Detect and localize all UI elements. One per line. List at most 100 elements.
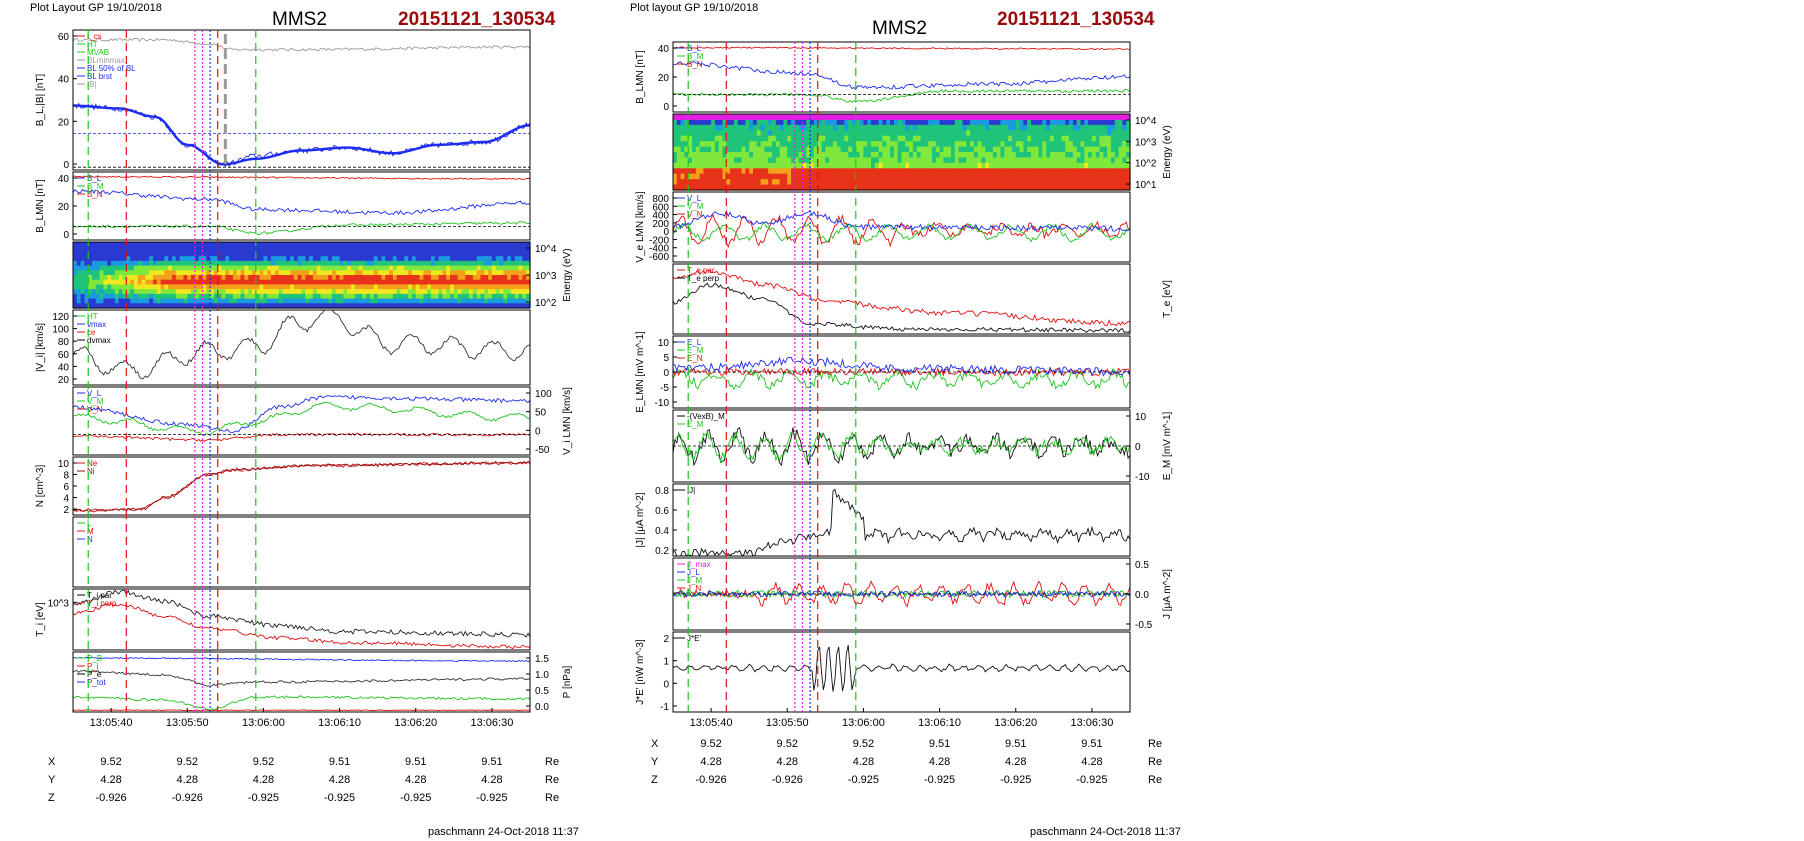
spectrogram-cell: [84, 256, 89, 262]
spectrogram-cell: [99, 246, 105, 253]
spectrogram-cell: [832, 146, 838, 153]
spectrogram-cell: [1004, 168, 1009, 175]
spectrogram-cell: [137, 251, 143, 257]
spectrogram-cell: [217, 242, 223, 248]
spectrogram-cell: [1008, 135, 1013, 142]
spectrogram-cell: [985, 173, 990, 180]
spectrogram-cell: [1088, 141, 1093, 148]
spectrogram-cell: [1118, 119, 1123, 126]
spectrogram-cell: [931, 184, 937, 191]
spectrogram-cell: [836, 124, 842, 131]
spectrogram-cell: [206, 260, 211, 267]
spectrogram-cell: [251, 265, 257, 271]
spectrogram-cell: [916, 168, 922, 175]
spectrogram-cell: [225, 275, 230, 281]
spectrogram-cell: [347, 270, 352, 276]
y-tick-label: -10: [1135, 472, 1150, 483]
spectrogram-cell: [718, 152, 724, 159]
spectrogram-cell: [962, 141, 967, 148]
spectrogram-cell: [863, 130, 868, 137]
spectrogram-cell: [802, 179, 807, 186]
spectrogram-cell: [168, 251, 173, 257]
spectrogram-cell: [282, 242, 287, 248]
spectrogram-cell: [958, 157, 964, 164]
spectrogram-cell: [518, 303, 523, 309]
spectrogram-cell: [274, 275, 280, 281]
spectrogram-cell: [111, 246, 116, 253]
spectrogram-cell: [316, 260, 322, 267]
spectrogram-cell: [396, 242, 402, 248]
spectrogram-cell: [152, 289, 158, 295]
spectrogram-cell: [730, 119, 735, 126]
spectrogram-cell: [312, 275, 318, 281]
spectrogram-cell: [897, 124, 903, 131]
spectrogram-cell: [232, 256, 238, 262]
spectrogram-cell: [453, 270, 459, 276]
spectrogram-cell: [692, 168, 697, 175]
spectrogram-cell: [928, 135, 933, 142]
spectrogram-cell: [248, 270, 253, 276]
spectrogram-cell: [419, 265, 424, 271]
spectrogram-cell: [817, 168, 823, 175]
spectrogram-cell: [684, 157, 689, 164]
spectrogram-cell: [480, 260, 485, 267]
panel-pressure: 1.51.00.50.0P [nPa]P_BP_iP_eP_tot: [72, 651, 573, 713]
spectrogram-cell: [951, 184, 956, 191]
spectrogram-cell: [1023, 184, 1028, 191]
spectrogram-cell: [152, 256, 158, 262]
spectrogram-cell: [133, 270, 139, 276]
spectrogram-cell: [882, 179, 887, 186]
spectrogram-cell: [331, 265, 337, 271]
spectrogram-cell: [419, 270, 424, 276]
spectrogram-cell: [1046, 184, 1051, 191]
spectrogram-cell: [137, 303, 143, 309]
spectrogram-cell: [156, 298, 162, 304]
spectrogram-cell: [149, 265, 154, 271]
spectrogram-cell: [491, 270, 497, 276]
spectrogram-cell: [92, 284, 97, 290]
spectrogram-cell: [217, 270, 223, 276]
spectrogram-cell: [924, 179, 929, 186]
spectrogram-cell: [970, 152, 975, 159]
spectrogram-cell: [825, 162, 830, 169]
spectrogram-cell: [893, 119, 899, 126]
spectrogram-cell: [240, 284, 245, 290]
spectrogram-cell: [718, 124, 724, 131]
spectrogram-cell: [760, 157, 765, 164]
spectrogram-cell: [446, 275, 451, 281]
spectrogram-cell: [84, 293, 89, 300]
spectrogram-cell: [794, 130, 800, 137]
spectrogram-cell: [522, 260, 527, 267]
spectrogram-cell: [248, 246, 253, 253]
spectrogram-cell: [99, 284, 105, 290]
spectrogram-cell: [236, 270, 242, 276]
spectrogram-cell: [1114, 173, 1120, 180]
spectrogram-cell: [400, 284, 405, 290]
spectrogram-cell: [76, 270, 82, 276]
spectrogram-cell: [297, 246, 303, 253]
spectrogram-cell: [267, 293, 272, 300]
legend-entry: dvmax: [87, 336, 111, 345]
spectrogram-cell: [320, 246, 325, 253]
legend-entry: t_cs: [87, 32, 102, 41]
spectrogram-cell: [1038, 179, 1044, 186]
spectrogram-cell: [156, 284, 162, 290]
spectrogram-cell: [1080, 179, 1085, 186]
spectrogram-cell: [423, 293, 428, 300]
spectrogram-cell: [779, 130, 785, 137]
spectrogram-cell: [886, 173, 891, 180]
spectrogram-cell: [206, 256, 211, 262]
spectrogram-cell: [851, 119, 857, 126]
spectrogram-cell: [707, 184, 712, 191]
spectrogram-cell: [411, 303, 417, 309]
spectrogram-cell: [825, 152, 830, 159]
spectrogram-cell: [1099, 124, 1104, 131]
spectrogram-cell: [1053, 179, 1059, 186]
spectrogram-cell: [111, 289, 116, 295]
spectrogram-cell: [821, 146, 826, 153]
spectrogram-cell: [419, 279, 424, 286]
spectrogram-cell: [897, 157, 903, 164]
spectrogram-cell: [179, 289, 185, 295]
spectrogram-cell: [499, 279, 504, 286]
